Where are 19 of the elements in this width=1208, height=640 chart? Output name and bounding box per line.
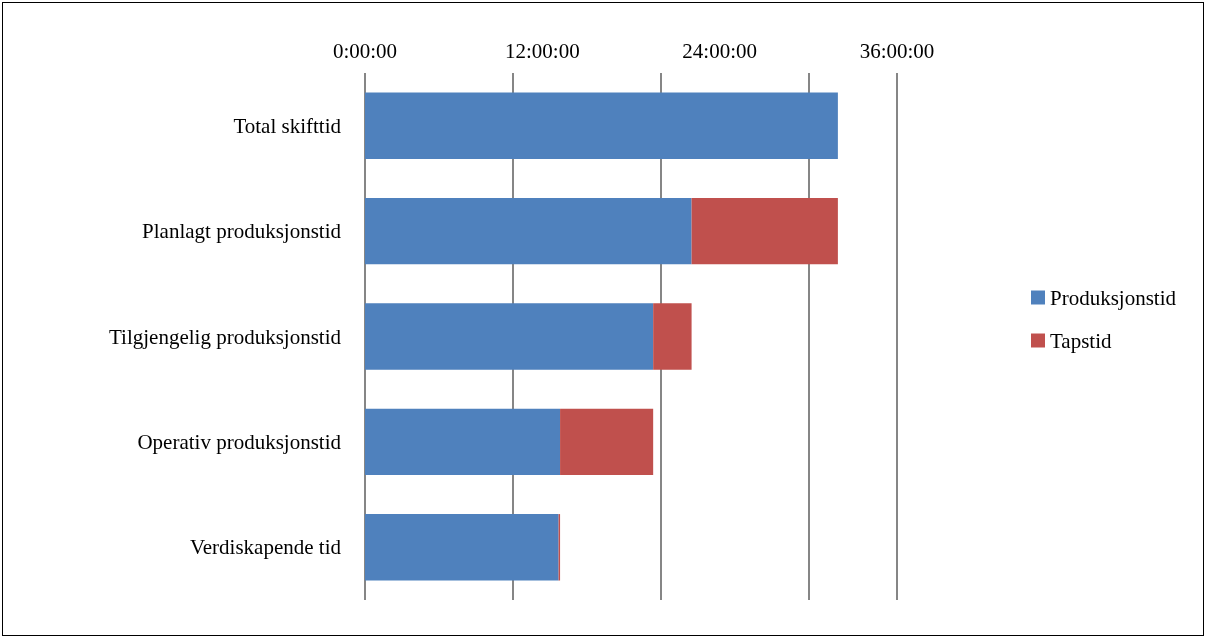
y-tick-label: Planlagt produksjonstid [142, 219, 342, 244]
y-tick-label: Tilgjengelig produksjonstid [109, 324, 342, 349]
bar [365, 303, 654, 370]
bar [365, 408, 561, 476]
bar [365, 197, 692, 265]
x-tick-label: 12:00:00 [505, 38, 580, 63]
x-tick-label: 36:00:00 [859, 38, 935, 63]
x-tick-label: 0:00:00 [332, 38, 398, 63]
y-tick-label: Total skifttid [233, 113, 342, 138]
legend-label: Tapstid [1049, 328, 1112, 353]
bar [560, 408, 654, 476]
bar [691, 197, 838, 265]
bar [365, 514, 559, 581]
bar [653, 303, 692, 370]
y-tick-label: Verdiskapende tid [189, 535, 342, 560]
legend-label: Produksjonstid [1049, 285, 1177, 310]
y-tick-label: Operativ produksjonstid [137, 429, 342, 454]
x-tick-label: 24:00:00 [682, 38, 757, 63]
bar [365, 92, 838, 159]
